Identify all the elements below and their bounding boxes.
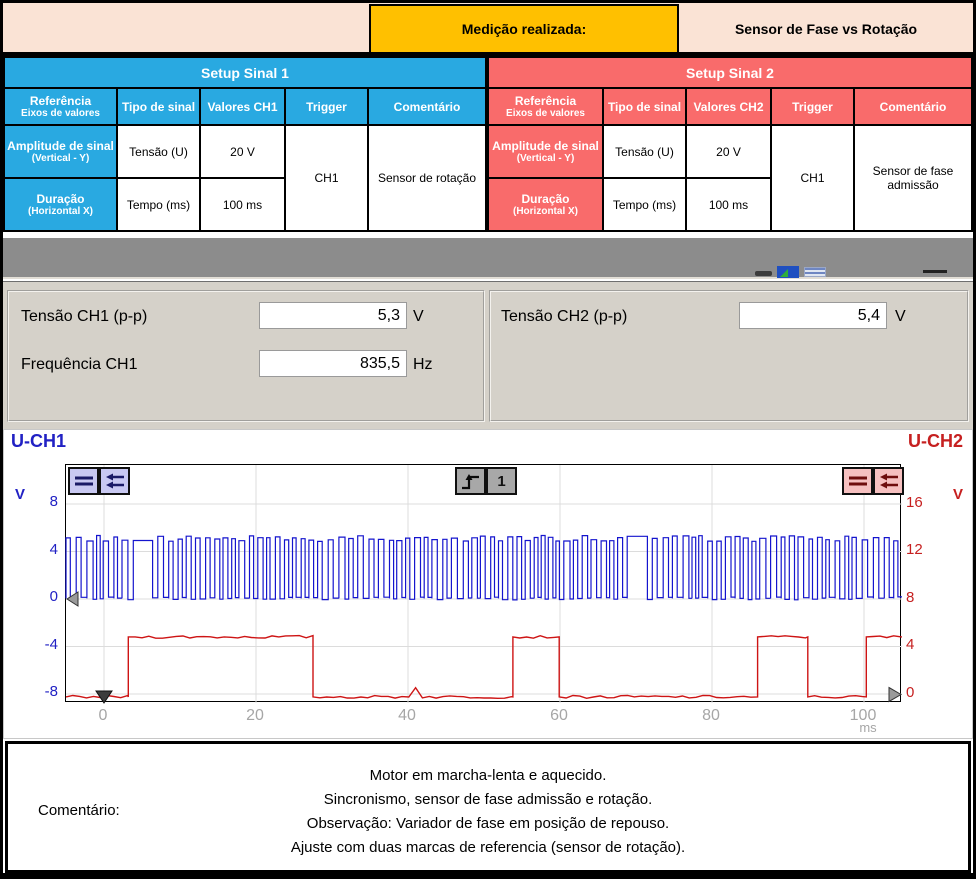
left-axis-tick: 4 bbox=[49, 540, 58, 558]
trigger-source-button[interactable]: 1 bbox=[486, 467, 517, 495]
trigger-time-marker[interactable] bbox=[95, 690, 113, 704]
x-axis-tick: 0 bbox=[98, 707, 108, 724]
ch1-zero-marker[interactable] bbox=[66, 591, 79, 607]
ch1-frequency-label: Frequência CH1 bbox=[21, 356, 138, 373]
ch1-measurements-group: Tensão CH1 (p-p) V Frequência CH1 Hz bbox=[7, 290, 485, 422]
rising-edge-icon bbox=[461, 474, 479, 490]
setup1-header-reference: Referência Eixos de valores bbox=[3, 87, 118, 126]
setup2-amplitude-type: Tensão (U) bbox=[602, 124, 687, 179]
measured-label: Medição realizada: bbox=[369, 4, 679, 54]
ch2-voltage-label: Tensão CH2 (p-p) bbox=[501, 308, 628, 325]
setup2-header-type: Tipo de sinal bbox=[602, 87, 687, 126]
right-axis-tick: 16 bbox=[906, 493, 923, 511]
trigger-edge-button[interactable] bbox=[455, 467, 486, 495]
horizontal-lines-icon bbox=[848, 476, 867, 486]
ch2-measurements-group: Tensão CH2 (p-p) V bbox=[489, 290, 969, 422]
setup1-amplitude-value: 20 V bbox=[199, 124, 286, 179]
ch2-trace-title: U-CH2 bbox=[907, 431, 963, 451]
measurements-panel: Tensão CH1 (p-p) V Frequência CH1 Hz Ten… bbox=[3, 281, 973, 429]
ch1-voltage-unit: V bbox=[413, 308, 424, 325]
ch1-pan-left-button[interactable] bbox=[99, 467, 130, 495]
setup2-header-values: Valores CH2 bbox=[685, 87, 772, 126]
comment-line: Sincronismo, sensor de fase admissão e r… bbox=[323, 791, 653, 808]
measurement-title: Sensor de Fase vs Rotação bbox=[734, 21, 918, 37]
waveform-canvas bbox=[65, 465, 903, 704]
setup-signal-2-table: Setup Sinal 2 Referência Eixos de valores… bbox=[487, 56, 973, 232]
setup2-duration-ref: Duração (Horizontal X) bbox=[487, 177, 604, 232]
setup2-amplitude-value: 20 V bbox=[685, 124, 772, 179]
setup2-header-reference: Referência Eixos de valores bbox=[487, 87, 604, 126]
ch1-voltage-label: Tensão CH1 (p-p) bbox=[21, 308, 148, 325]
setup2-duration-value: 100 ms bbox=[685, 177, 772, 232]
ch1-frequency-unit: Hz bbox=[413, 356, 433, 373]
ch2-offset-button[interactable] bbox=[842, 467, 873, 495]
ch2-pan-left-button[interactable] bbox=[873, 467, 904, 495]
comment-line: Ajuste com duas marcas de referencia (se… bbox=[290, 839, 686, 856]
setup1-amplitude-ref: Amplitude de sinal (Vertical - Y) bbox=[3, 124, 118, 179]
horizontal-lines-icon bbox=[74, 476, 93, 486]
pointer-icon[interactable] bbox=[755, 271, 772, 276]
spreadsheet-icon[interactable] bbox=[804, 267, 826, 277]
setup1-duration-type: Tempo (ms) bbox=[116, 177, 201, 232]
setup1-amplitude-type: Tensão (U) bbox=[116, 124, 201, 179]
x-axis-tick: 40 bbox=[398, 707, 416, 724]
ch1-trace-title: U-CH1 bbox=[11, 431, 67, 451]
ch2-voltage-field[interactable] bbox=[739, 302, 887, 329]
toolbar-strip bbox=[3, 238, 973, 279]
right-axis-tick: 4 bbox=[906, 636, 915, 653]
setup2-amplitude-ref: Amplitude de sinal (Vertical - Y) bbox=[487, 124, 604, 179]
ch1-offset-button[interactable] bbox=[68, 467, 99, 495]
left-axis-tick: -8 bbox=[44, 683, 58, 700]
chart-icon[interactable] bbox=[777, 266, 799, 278]
setup1-header-values: Valores CH1 bbox=[199, 87, 286, 126]
ch1-frequency-field[interactable] bbox=[259, 350, 407, 377]
setup1-header-trigger: Trigger bbox=[284, 87, 369, 126]
x-axis-unit-label: ms bbox=[859, 720, 877, 735]
setup1-comment-value: Sensor de rotação bbox=[367, 124, 487, 232]
setup1-duration-value: 100 ms bbox=[199, 177, 286, 232]
trigger-source-number: 1 bbox=[497, 472, 506, 490]
comment-label: Comentário: bbox=[38, 802, 120, 819]
right-axis-tick: 8 bbox=[906, 588, 915, 606]
setup2-duration-type: Tempo (ms) bbox=[602, 177, 687, 232]
x-axis-tick: 60 bbox=[550, 707, 568, 724]
setup1-title: Setup Sinal 1 bbox=[3, 56, 487, 89]
setup2-header-trigger: Trigger bbox=[770, 87, 855, 126]
ch1-voltage-field[interactable] bbox=[259, 302, 407, 329]
x-axis-tick: 80 bbox=[702, 707, 720, 724]
comment-panel: Comentário: Motor em marcha-lenta e aque… bbox=[5, 741, 971, 873]
minimize-dash-icon[interactable] bbox=[923, 270, 947, 273]
oscilloscope-panel: U-CH1 U-CH2 V V 1 ms 8 4 0 -4 -8 16 12 8 4 0 0 20 40… bbox=[3, 429, 973, 739]
setup2-trigger-value: CH1 bbox=[770, 124, 855, 232]
x-axis-tick: 20 bbox=[246, 707, 264, 724]
setup1-trigger-value: CH1 bbox=[284, 124, 369, 232]
double-left-arrow-icon bbox=[105, 473, 124, 489]
right-axis-tick: 0 bbox=[906, 683, 915, 701]
scope-plot-area bbox=[65, 464, 903, 704]
ch1-waveform bbox=[65, 534, 902, 601]
setup-signal-1-table: Setup Sinal 1 Referência Eixos de valores… bbox=[3, 56, 487, 232]
comment-line: Motor em marcha-lenta e aquecido. bbox=[369, 767, 607, 784]
comment-text: Motor em marcha-lenta e aquecido. Sincro… bbox=[8, 764, 968, 860]
double-left-arrow-icon bbox=[879, 473, 898, 489]
comment-line: Observação: Variador de fase em posição … bbox=[306, 815, 670, 832]
left-axis-tick: 0 bbox=[49, 588, 58, 605]
ch2-waveform bbox=[65, 634, 903, 700]
left-axis-tick: -4 bbox=[44, 635, 58, 653]
header-row: Medição realizada: Sensor de Fase vs Rot… bbox=[3, 3, 973, 56]
left-axis-unit-label: V bbox=[15, 486, 26, 503]
setup2-comment-value: Sensor de fase admissão bbox=[853, 124, 973, 232]
right-axis-unit-label: V bbox=[952, 486, 963, 503]
x-axis-tick: 100 bbox=[849, 707, 877, 724]
setup1-header-comment: Comentário bbox=[367, 87, 487, 126]
left-axis-tick: 8 bbox=[49, 493, 58, 510]
setup1-duration-ref: Duração (Horizontal X) bbox=[3, 177, 118, 232]
right-axis-tick: 12 bbox=[906, 541, 923, 558]
setup1-header-type: Tipo de sinal bbox=[116, 87, 201, 126]
setup2-title: Setup Sinal 2 bbox=[487, 56, 973, 89]
setup2-header-comment: Comentário bbox=[853, 87, 973, 126]
ch2-voltage-unit: V bbox=[895, 308, 906, 325]
ch2-zero-marker[interactable] bbox=[888, 686, 902, 703]
